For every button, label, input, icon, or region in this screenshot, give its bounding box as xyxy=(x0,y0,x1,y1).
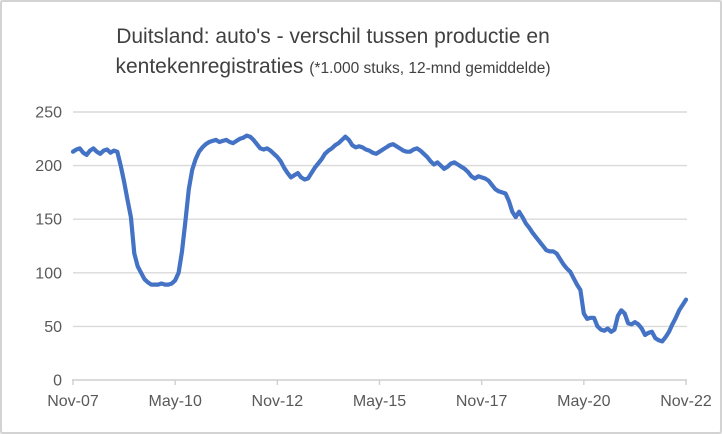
x-tick-label: Nov-17 xyxy=(456,393,508,410)
y-tick-label: 50 xyxy=(44,319,62,336)
chart-title-line1: Duitsland: auto's - verschil tussen prod… xyxy=(116,25,550,48)
x-tick-label: Nov-07 xyxy=(47,393,99,410)
y-tick-label: 0 xyxy=(53,373,62,390)
x-tick-label: May-15 xyxy=(353,393,406,410)
y-tick-label: 200 xyxy=(35,158,62,175)
x-tick-label: Nov-22 xyxy=(660,393,712,410)
chart-title: Duitsland: auto's - verschil tussen prod… xyxy=(2,22,664,83)
x-tick-label: May-20 xyxy=(557,393,610,410)
x-tick-label: Nov-12 xyxy=(252,393,304,410)
y-tick-label: 250 xyxy=(35,105,62,122)
chart-title-line2-sub: (*1.000 stuks, 12-mnd gemiddelde) xyxy=(309,60,551,78)
x-tick-label: May-10 xyxy=(148,393,201,410)
y-tick-label: 150 xyxy=(35,212,62,229)
chart-title-line2: kentekenregistraties (*1.000 stuks, 12-m… xyxy=(2,52,664,82)
chart-title-line2-main: kentekenregistraties xyxy=(115,55,310,79)
data-line-series xyxy=(70,133,689,344)
y-tick-label: 100 xyxy=(35,265,62,282)
